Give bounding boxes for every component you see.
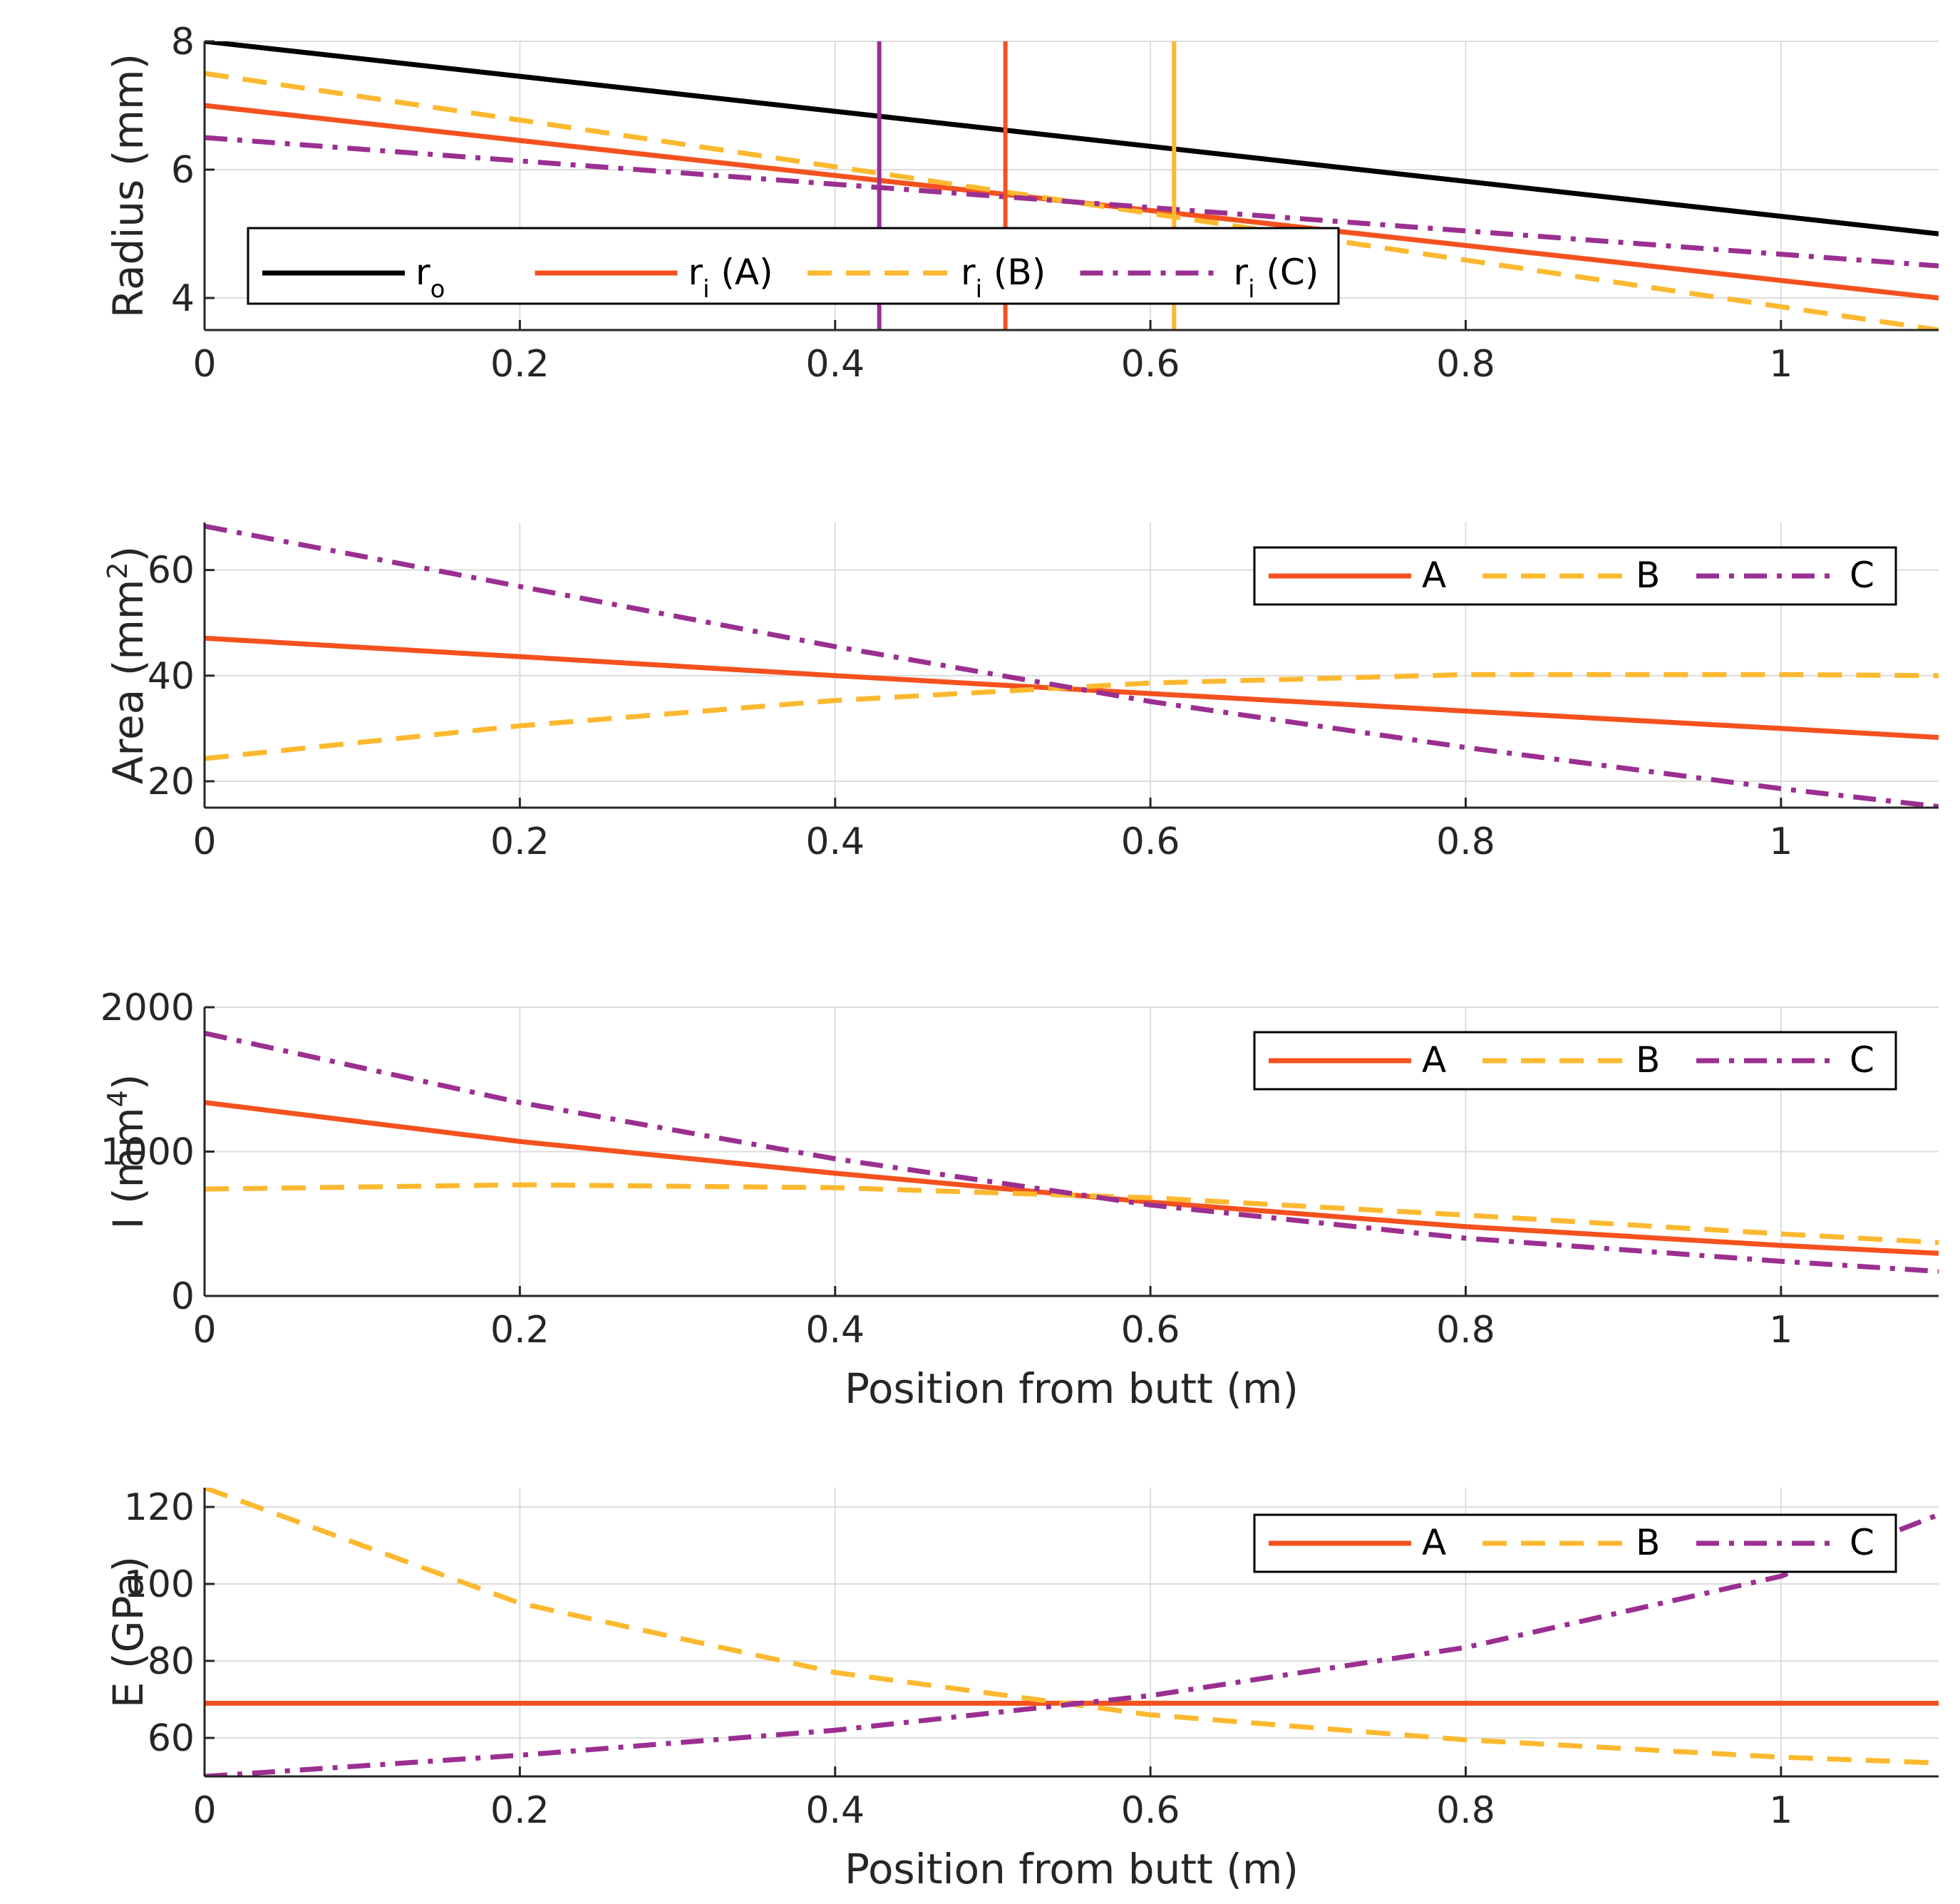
x-tick-label: 0.2 xyxy=(490,1789,550,1832)
x-tick-label: 0.8 xyxy=(1436,1309,1495,1352)
x-tick-label: 0.6 xyxy=(1121,820,1180,863)
y-tick-label: 1000 xyxy=(100,1131,195,1174)
legend-entry-label: C xyxy=(1850,1039,1874,1081)
legend-entry-label: A xyxy=(1422,555,1446,596)
series-group xyxy=(205,523,1939,808)
legend-entry-label: ri (A) xyxy=(688,252,773,304)
legend-entry-label: B xyxy=(1636,1039,1660,1081)
x-tick-label: 0.2 xyxy=(490,1309,550,1352)
legend-entry-label: C xyxy=(1850,1522,1874,1563)
series-group xyxy=(205,41,1939,330)
series-group xyxy=(205,1031,1939,1275)
x-tick-label: 0.6 xyxy=(1121,1309,1180,1352)
series-line-b xyxy=(205,671,1939,761)
x-tick-label: 0.8 xyxy=(1436,820,1495,863)
series-line-b xyxy=(205,1488,1939,1766)
x-tick-label: 0 xyxy=(192,343,216,386)
y-tick-label: 60 xyxy=(148,550,195,592)
x-tick-label: 0.4 xyxy=(805,820,865,863)
x-tick-label: 0.4 xyxy=(805,343,865,386)
y-tick-label: 80 xyxy=(148,1640,195,1683)
x-tick-label: 0.2 xyxy=(490,820,550,863)
x-tick-label: 1 xyxy=(1769,1789,1793,1832)
legend-entry-label: B xyxy=(1636,555,1660,596)
y-tick-label: 4 xyxy=(171,277,195,320)
legend-entry-label: A xyxy=(1422,1522,1446,1563)
legend-box xyxy=(247,227,1340,305)
x-tick-label: 0.6 xyxy=(1121,343,1180,386)
legend-entry-label: C xyxy=(1850,555,1874,596)
x-tick-label: 0.4 xyxy=(805,1309,865,1352)
x-tick-label: 0 xyxy=(192,820,216,863)
y-axis-label: Area (mm2) xyxy=(102,546,153,784)
y-axis-label: Radius (mm) xyxy=(104,53,153,318)
series-line-ri-b- xyxy=(205,71,1939,330)
x-tick-label: 0.8 xyxy=(1436,343,1495,386)
chart-panel-modulus: 0 0.2 0.4 0.6 0.8 1 60 80 100 120 E (GPa) Position … xyxy=(104,1486,1939,1893)
y-tick-label: 0 xyxy=(171,1275,195,1318)
legend-entry-label: ro xyxy=(416,252,445,304)
chart-panel-inertia: 0 0.2 0.4 0.6 0.8 1 0 1000 2000 I (mm4) Position f… xyxy=(100,987,1939,1413)
y-tick-label: 60 xyxy=(148,1717,195,1760)
series-line-ri-c- xyxy=(205,135,1939,269)
x-tick-label: 1 xyxy=(1769,343,1793,386)
legend: A B C xyxy=(1253,1513,1897,1573)
y-tick-label: 8 xyxy=(171,21,195,63)
legend-entry-label: ri (C) xyxy=(1234,252,1319,304)
x-tick-label: 1 xyxy=(1769,1309,1793,1352)
x-tick-label: 0 xyxy=(192,1789,216,1832)
x-axis-label: Position from butt (m) xyxy=(845,1364,1299,1413)
legend: A B C xyxy=(1253,546,1897,606)
x-tick-label: 0.6 xyxy=(1121,1789,1180,1832)
series-line-c xyxy=(205,1031,1939,1275)
series-line-c xyxy=(205,523,1939,808)
y-tick-label: 40 xyxy=(148,655,195,698)
series-group xyxy=(205,1488,1939,1776)
legend: A B C xyxy=(1253,1031,1897,1091)
series-line-a xyxy=(205,635,1939,740)
y-axis-label: E (GPa) xyxy=(104,1556,153,1708)
y-tick-label: 20 xyxy=(148,761,195,803)
x-tick-label: 0.2 xyxy=(490,343,550,386)
legend: ro ri (A) ri (B) ri (C) xyxy=(247,227,1340,305)
x-tick-label: 0.8 xyxy=(1436,1789,1495,1832)
y-tick-label: 6 xyxy=(171,149,195,192)
series-line-b xyxy=(205,1182,1939,1245)
y-tick-label: 120 xyxy=(124,1486,195,1529)
legend-entry-label: A xyxy=(1422,1039,1446,1081)
y-axis-label: I (mm4) xyxy=(102,1074,153,1230)
x-tick-label: 0 xyxy=(192,1309,216,1352)
y-tick-label: 100 xyxy=(124,1563,195,1606)
x-axis-label: Position from butt (m) xyxy=(845,1845,1299,1893)
legend-entry-label: ri (B) xyxy=(961,252,1046,304)
y-tick-label: 2000 xyxy=(100,987,195,1029)
x-tick-label: 1 xyxy=(1769,820,1793,863)
series-line-c xyxy=(205,1512,1939,1776)
chart-panel-radius: 0 0.2 0.4 0.6 0.8 1 4 6 8 Radius (mm) ro ri (A) ri (… xyxy=(104,21,1939,386)
series-line-a xyxy=(205,1100,1939,1256)
x-tick-label: 0.4 xyxy=(805,1789,865,1832)
series-line-ro xyxy=(205,41,1939,237)
legend-entry-label: B xyxy=(1636,1522,1660,1563)
